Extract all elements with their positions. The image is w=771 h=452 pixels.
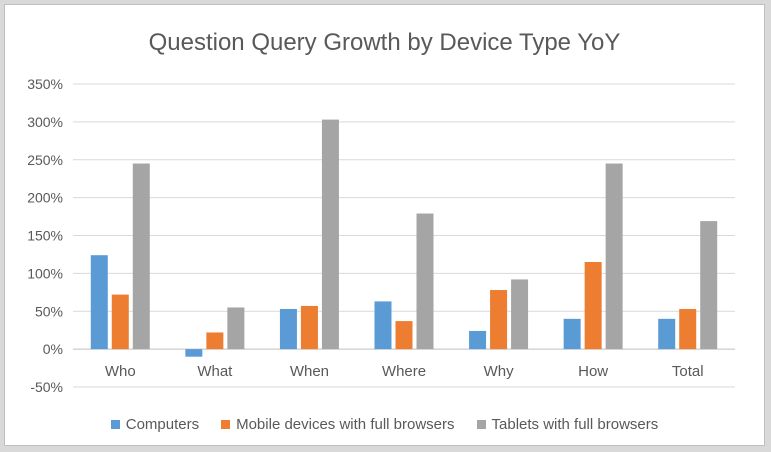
y-tick-label: 250% — [27, 152, 63, 168]
legend-item: Mobile devices with full browsers — [221, 416, 455, 433]
legend-label: Tablets with full browsers — [491, 416, 659, 433]
bar — [511, 279, 529, 350]
bar — [132, 163, 150, 350]
bar — [395, 321, 413, 350]
y-tick-label: 300% — [27, 114, 63, 130]
chart-legend: Computers Mobile devices with full browse… — [5, 416, 764, 433]
y-tick-label: 150% — [27, 228, 63, 244]
bar — [700, 221, 718, 350]
bar — [469, 330, 487, 350]
bar — [490, 290, 508, 350]
bar — [279, 308, 297, 350]
bar — [374, 301, 392, 350]
y-tick-label: 200% — [27, 190, 63, 206]
x-tick-label: What — [197, 363, 233, 380]
legend-item: Tablets with full browsers — [476, 416, 659, 433]
legend-swatch — [110, 420, 120, 429]
bar — [584, 262, 602, 350]
x-tick-label: When — [290, 363, 329, 380]
bar — [185, 349, 203, 357]
x-tick-label: Where — [382, 363, 426, 380]
bar — [679, 308, 697, 350]
x-tick-label: Who — [105, 363, 136, 380]
bar — [416, 213, 434, 350]
legend-label: Mobile devices with full browsers — [236, 416, 455, 433]
chart-frame: Question Query Growth by Device Type YoY… — [4, 4, 765, 446]
legend-swatch — [221, 420, 231, 429]
bar — [90, 255, 108, 350]
bar — [658, 318, 676, 350]
bar — [111, 294, 129, 350]
bar — [563, 318, 581, 350]
bar — [227, 307, 245, 350]
y-tick-label: 0% — [43, 341, 63, 357]
y-tick-label: 350% — [27, 76, 63, 92]
bar — [300, 305, 318, 350]
x-tick-label: How — [578, 363, 608, 380]
x-tick-label: Why — [484, 363, 515, 380]
bar — [605, 163, 623, 350]
bar — [321, 119, 339, 350]
bar-chart: 350% 300% 250% 200% 150% 100% 50% 0% -50% Who What… — [27, 76, 735, 395]
legend-item: Computers — [110, 416, 200, 433]
y-tick-label: 50% — [35, 303, 63, 319]
legend-swatch — [476, 420, 486, 429]
y-tick-label: -50% — [30, 379, 63, 395]
x-tick-label: Total — [672, 363, 704, 380]
legend-label: Computers — [125, 416, 200, 433]
y-tick-label: 100% — [27, 265, 63, 281]
bar — [206, 332, 224, 350]
chart-title: Question Query Growth by Device Type YoY — [148, 29, 621, 56]
